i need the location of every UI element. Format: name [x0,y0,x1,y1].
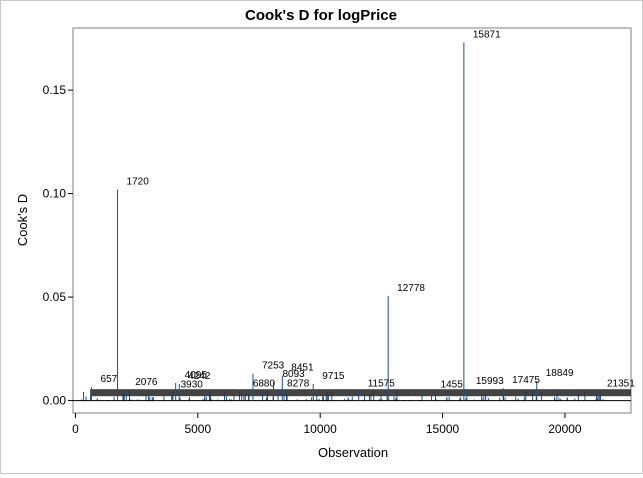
point-label-18849: 18849 [546,368,574,379]
point-label-11575: 11575 [368,378,396,389]
x-tick-label: 15000 [426,422,460,436]
point-label-15871: 15871 [473,29,501,40]
point-label-3930: 3930 [181,379,204,390]
point-label-1455: 1455 [441,379,464,390]
x-tick-label: 20000 [548,422,582,436]
point-label-9715: 9715 [322,371,345,382]
x-axis-label: Observation [318,445,388,460]
y-tick-label: 0.00 [43,394,67,408]
x-tick-label: 5000 [184,422,211,436]
point-label-657: 657 [101,374,118,385]
point-label-6880: 6880 [253,378,276,389]
point-label-8093: 8093 [283,369,306,380]
y-tick-label: 0.05 [43,290,67,304]
x-axis: 0 5000 10000 15000 20000 [72,413,582,436]
point-label-4242: 4242 [188,371,211,382]
point-label-2076: 2076 [135,377,158,388]
chart-title: Cook's D for logPrice [245,7,397,24]
x-tick-label: 10000 [303,422,337,436]
overlapping-labels-band [90,389,631,397]
label-clutter-band [90,389,631,397]
point-label-12778: 12778 [397,283,425,294]
point-label-1720: 1720 [127,176,150,187]
point-label-8451: 8451 [291,363,314,374]
point-label-4095: 4095 [185,370,208,381]
point-label-7253: 7253 [262,361,285,372]
point-label-8278: 8278 [287,378,310,389]
y-tick-label: 0.10 [43,187,67,201]
y-axis-label: Cook's D [15,194,30,246]
point-label-17475: 17475 [512,375,540,386]
needle-series [73,42,631,402]
y-tick-label: 0.15 [43,83,67,97]
x-tick-label: 0 [72,422,79,436]
point-label-21351: 21351 [607,378,635,389]
label-clutter-band-lower [99,392,629,396]
point-label-15993: 15993 [476,376,504,387]
plot-area [72,27,632,414]
y-axis: 0.00 0.05 0.10 0.15 [43,83,73,408]
